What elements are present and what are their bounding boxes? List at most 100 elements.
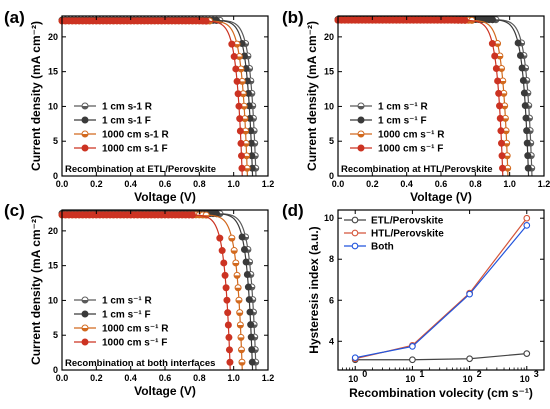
jv-marker-2-fill bbox=[503, 143, 510, 147]
y-tick-label: 0 bbox=[53, 365, 58, 375]
jv-marker-2-fill bbox=[502, 118, 509, 122]
jv-marker-2-fill bbox=[499, 80, 506, 84]
x-tick-label: 0.2 bbox=[90, 373, 103, 383]
y-tick-label: 5 bbox=[329, 136, 334, 146]
x-tick-label: 10 bbox=[405, 374, 415, 384]
jv-marker-3 bbox=[236, 127, 244, 135]
x-tick-label: 0.8 bbox=[193, 179, 206, 189]
hi-point-2 bbox=[351, 354, 359, 362]
jv-marker-1 bbox=[247, 333, 255, 341]
jv-marker-1 bbox=[514, 39, 522, 47]
panel-a: 0.0 0.2 0.4 0.6 0.8 1.0 1.2 0 5 10 15 20 Voltage (V)… bbox=[4, 8, 274, 204]
x-tick-exponent: 3 bbox=[534, 369, 539, 379]
legend-label: 1 cm s⁻¹ R bbox=[378, 102, 429, 113]
x-axis-title: Voltage (V) bbox=[410, 190, 472, 204]
jv-marker-2-fill bbox=[234, 275, 241, 279]
jv-marker-2-fill bbox=[244, 168, 251, 172]
legend-marker-fill bbox=[82, 328, 88, 331]
legend-label: Both bbox=[371, 242, 394, 253]
x-tick-label: 0.2 bbox=[366, 179, 379, 189]
x-tick-exponent: 1 bbox=[419, 369, 424, 379]
jv-marker-3 bbox=[221, 271, 229, 279]
legend-marker bbox=[351, 216, 359, 224]
x-tick-label: 0.4 bbox=[124, 373, 137, 383]
y-tick-label: 10 bbox=[48, 295, 58, 305]
jv-marker-3 bbox=[232, 65, 240, 73]
panel-label: (b) bbox=[282, 8, 304, 27]
panel-label: (a) bbox=[4, 8, 25, 27]
legend-label: 1 cm s⁻¹ F bbox=[102, 310, 151, 321]
legend-marker bbox=[81, 310, 89, 318]
x-axis-title: Voltage (V) bbox=[134, 384, 196, 398]
x-tick-label: 0.0 bbox=[56, 179, 69, 189]
legend-label: 1000 cm s⁻¹ F bbox=[378, 144, 443, 155]
x-axis-title: Voltage (V) bbox=[134, 190, 196, 204]
x-tick-label: 1.0 bbox=[227, 373, 240, 383]
jv-marker-3 bbox=[496, 114, 504, 122]
y-tick-label: 4 bbox=[329, 336, 334, 346]
legend-marker bbox=[351, 229, 359, 237]
jv-marker-2-fill bbox=[494, 43, 501, 47]
legend-label: ETL/Perovskite bbox=[371, 216, 444, 227]
hi-point-0 bbox=[466, 355, 473, 363]
legend-label: 1 cm s⁻¹ R bbox=[102, 296, 153, 307]
legend-marker bbox=[357, 144, 365, 152]
jv-marker-3 bbox=[238, 164, 246, 172]
jv-marker-2-fill bbox=[233, 44, 240, 48]
jv-marker-1 bbox=[245, 296, 253, 304]
jv-marker-1 bbox=[248, 358, 256, 366]
jv-marker-3 bbox=[222, 284, 230, 292]
y-tick-label: 5 bbox=[53, 136, 58, 146]
jv-marker-2-fill bbox=[242, 131, 249, 135]
legend-label: 1000 cm s-1 R bbox=[102, 130, 169, 141]
y-tick-label: 8 bbox=[329, 254, 334, 264]
jv-marker-3 bbox=[228, 40, 236, 48]
y-tick-label: 0 bbox=[53, 171, 58, 181]
jv-marker-3 bbox=[498, 139, 506, 147]
annotation-label: Recombination at HTL/Perovskite bbox=[341, 164, 493, 175]
jv-marker-2-fill bbox=[236, 312, 243, 316]
jv-marker-2-fill bbox=[240, 93, 247, 97]
legend-marker-fill bbox=[82, 134, 88, 137]
jv-marker-3 bbox=[491, 52, 499, 60]
y-tick-label: 15 bbox=[48, 67, 58, 77]
jv-marker-2-fill bbox=[237, 325, 244, 329]
y-axis-title: Current density (mA cm⁻²) bbox=[29, 21, 43, 171]
jv-marker-2-fill bbox=[235, 287, 242, 291]
legend-marker bbox=[357, 116, 365, 124]
jv-marker-3 bbox=[461, 16, 469, 24]
jv-marker-2-fill bbox=[237, 337, 244, 341]
jv-marker-2-fill bbox=[231, 250, 238, 254]
jv-marker-3 bbox=[497, 127, 505, 135]
y-axis-title: Hysteresis index (a.u.) bbox=[307, 226, 321, 353]
annotation-label: Recombination at both interfaces bbox=[65, 358, 215, 369]
jv-marker-1 bbox=[489, 16, 496, 24]
legend-label: 1 cm s-1 R bbox=[102, 102, 153, 113]
jv-marker-3 bbox=[492, 64, 500, 72]
jv-marker-3 bbox=[495, 89, 503, 97]
jv-marker-1 bbox=[518, 64, 526, 72]
jv-marker-3 bbox=[488, 40, 496, 48]
y-tick-label: 20 bbox=[48, 32, 58, 42]
jv-marker-3 bbox=[218, 247, 226, 255]
jv-marker-3 bbox=[230, 53, 238, 61]
jv-marker-1 bbox=[523, 139, 531, 147]
y-axis-title: Current density (mA cm⁻²) bbox=[305, 21, 319, 171]
jv-marker-2-fill bbox=[241, 106, 248, 110]
y-tick-label: 5 bbox=[53, 330, 58, 340]
jv-marker-2-fill bbox=[228, 238, 235, 242]
jv-marker-2-fill bbox=[243, 155, 250, 159]
y-tick-label: 20 bbox=[324, 32, 334, 42]
legend-label: 1000 cm s⁻¹ R bbox=[102, 324, 169, 335]
x-tick-label: 0.0 bbox=[332, 179, 345, 189]
jv-marker-1 bbox=[240, 245, 248, 253]
jv-marker-2-fill bbox=[243, 143, 250, 147]
jv-marker-1 bbox=[243, 271, 251, 279]
jv-marker-2-fill bbox=[503, 130, 510, 134]
jv-marker-1 bbox=[522, 114, 530, 122]
legend-marker bbox=[351, 242, 359, 250]
y-tick-label: 15 bbox=[48, 261, 58, 271]
jv-marker-3 bbox=[226, 358, 234, 366]
jv-marker-1 bbox=[524, 164, 532, 172]
